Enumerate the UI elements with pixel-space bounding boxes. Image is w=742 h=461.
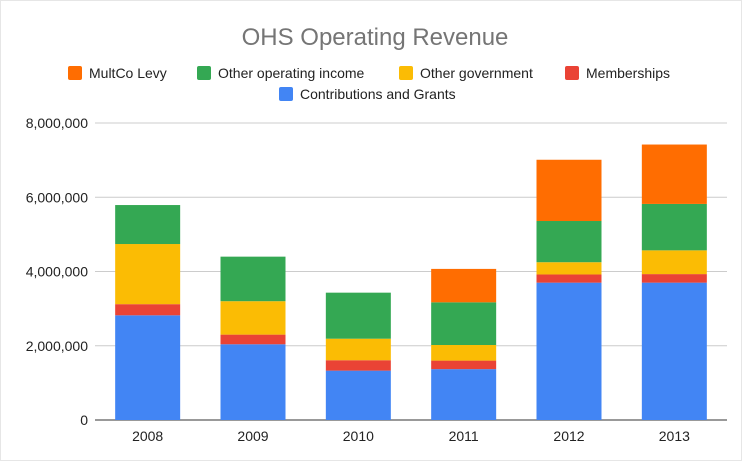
legend-label: Other operating income [218,65,365,81]
bar-segment-multco-levy-2011 [431,268,497,303]
legend-swatch [565,66,579,80]
bar-segment-contributions-and-grants-2009 [220,344,286,420]
bar-segment-other-operating-income-2009 [220,256,286,302]
x-tick-label: 2012 [553,428,584,444]
bar-segment-other-government-2012 [536,262,602,275]
bar-segment-memberships-2010 [325,360,391,371]
bar-segment-memberships-2011 [431,360,497,370]
bar-segment-other-government-2010 [325,338,391,361]
sheet-gridline [0,0,742,1]
bar-segment-contributions-and-grants-2011 [431,369,497,420]
y-tick-label: 6,000,000 [26,189,88,205]
legend-label: Contributions and Grants [300,86,456,102]
bar-segment-memberships-2009 [220,334,286,345]
legend-item[interactable]: MultCo Levy [68,65,167,81]
y-tick-label: 0 [80,412,88,428]
legend-item[interactable]: Other operating income [197,65,365,81]
bar-segment-other-government-2008 [115,244,181,305]
bar-segment-contributions-and-grants-2012 [536,282,602,420]
bar-segment-other-government-2013 [641,250,707,275]
legend: MultCo Levy Other operating income Other g… [68,65,670,102]
x-tick-label: 2013 [659,428,690,444]
y-tick-label: 4,000,000 [26,264,88,280]
legend-swatch [399,66,413,80]
bars [115,144,707,420]
x-tick-label: 2011 [449,428,479,444]
legend-label: Memberships [586,65,670,81]
bar-segment-multco-levy-2012 [536,159,602,222]
bar-segment-other-operating-income-2008 [115,205,181,245]
bar-segment-other-operating-income-2013 [641,203,707,251]
bar-segment-contributions-and-grants-2013 [641,282,707,420]
x-tick-label: 2010 [343,428,374,444]
x-tick-label: 2009 [237,428,268,444]
bar-segment-multco-levy-2013 [641,144,707,204]
bar-segment-memberships-2013 [641,274,707,283]
legend-label: MultCo Levy [89,65,167,81]
legend-swatch [68,66,82,80]
legend-item[interactable]: Other government [399,65,533,81]
chart-title: OHS Operating Revenue [242,24,509,51]
bar-segment-memberships-2008 [115,304,181,316]
bar-segment-other-operating-income-2011 [431,302,497,346]
bar-segment-other-government-2011 [431,345,497,361]
x-tick-label: 2008 [132,428,163,444]
bar-segment-other-operating-income-2010 [325,292,391,339]
legend-swatch [197,66,211,80]
y-axis-ticks: 0 2,000,000 4,000,000 6,000,000 8,000,000 [26,115,89,428]
x-axis-ticks: 2008 2009 2010 2011 2012 2013 [132,428,690,444]
bar-segment-other-operating-income-2012 [536,221,602,263]
gridlines [95,122,727,421]
y-tick-label: 2,000,000 [26,338,88,354]
legend-item[interactable]: Contributions and Grants [279,86,456,102]
legend-item[interactable]: Memberships [565,65,670,81]
y-tick-label: 8,000,000 [26,115,88,131]
legend-swatch [279,87,293,101]
bar-segment-contributions-and-grants-2008 [115,315,181,420]
sheet-gridline [0,0,1,461]
bar-segment-other-government-2009 [220,301,286,335]
legend-label: Other government [420,65,533,81]
bar-segment-memberships-2012 [536,274,602,283]
bar-segment-contributions-and-grants-2010 [325,370,391,420]
